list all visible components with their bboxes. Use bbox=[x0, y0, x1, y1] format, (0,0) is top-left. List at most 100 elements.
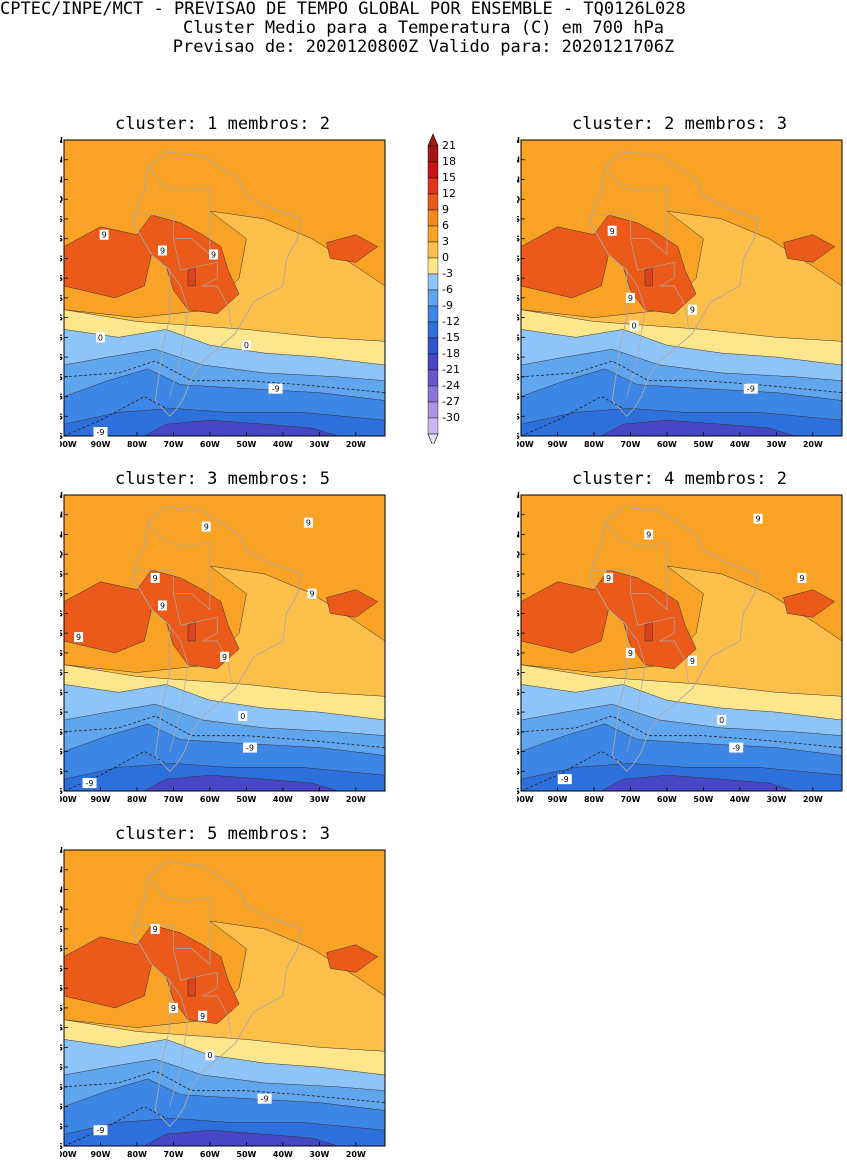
lat-label: 55S bbox=[517, 412, 520, 421]
colorbar-tick-label: 9 bbox=[442, 203, 449, 216]
country-border bbox=[165, 976, 189, 1107]
contour-label: 9 bbox=[797, 572, 807, 583]
country-border bbox=[133, 214, 218, 287]
lon-label: 20W bbox=[803, 440, 823, 449]
lat-label: 20S bbox=[517, 274, 520, 283]
contour-label-text: 9 bbox=[690, 306, 695, 315]
colorbar-swatch bbox=[427, 417, 439, 435]
colorbar-top-arrow bbox=[427, 133, 439, 147]
lat-label: 50S bbox=[517, 393, 520, 402]
lat-label: 50S bbox=[60, 1103, 63, 1112]
contour-label: 9 bbox=[625, 647, 635, 658]
lat-label: 10S bbox=[60, 590, 63, 599]
contour-label-box bbox=[797, 572, 807, 583]
contour-label-box bbox=[150, 572, 160, 583]
colorbar-swatch bbox=[427, 145, 439, 163]
lat-label: 5S bbox=[60, 570, 63, 579]
lat-label: 60S bbox=[517, 787, 520, 796]
contour-label-text: -9 bbox=[246, 744, 254, 753]
lat-label: 15S bbox=[60, 254, 63, 263]
lat-label: 45S bbox=[517, 728, 520, 737]
contour-label-box bbox=[241, 340, 251, 351]
colorbar-tick-label: 3 bbox=[442, 235, 449, 248]
lat-label: 20S bbox=[60, 274, 63, 283]
temperature-band bbox=[326, 589, 379, 618]
contour-label-text: -9 bbox=[272, 385, 280, 394]
temperature-band bbox=[63, 924, 240, 1024]
country-border bbox=[147, 522, 211, 611]
colorbar-tick-label: 18 bbox=[442, 155, 456, 168]
lat-label: 55S bbox=[60, 1122, 63, 1131]
coastline bbox=[132, 861, 302, 1127]
contour-label: -9 bbox=[243, 742, 258, 753]
panel-title: cluster: 2 membros: 3 bbox=[572, 114, 787, 134]
lat-label: 35S bbox=[517, 333, 520, 342]
lat-label: EQ bbox=[60, 905, 63, 914]
lon-label: 50W bbox=[236, 1150, 256, 1159]
lon-label: 30W bbox=[309, 1150, 329, 1159]
coastline bbox=[132, 506, 302, 772]
colorbar-tick-label: -30 bbox=[442, 411, 460, 424]
lat-label: 5N bbox=[517, 175, 520, 184]
lon-label: 50W bbox=[693, 795, 713, 804]
temperature-map: 15N 10N 5N EQ 5S 10S 15S 20S 25S 30S 35S 40S 45S 50S 5… bbox=[517, 136, 843, 449]
lat-label: EQ bbox=[60, 195, 63, 204]
contour-label-text: 9 bbox=[160, 247, 165, 256]
contour-label-box bbox=[629, 320, 639, 331]
coastline bbox=[589, 151, 759, 417]
contour-label-text: 9 bbox=[153, 925, 158, 934]
lon-label: 60W bbox=[200, 1150, 220, 1159]
lat-label: 10N bbox=[517, 156, 520, 165]
contour-label-box bbox=[220, 651, 229, 662]
lat-label: 10N bbox=[60, 156, 63, 165]
contour-label: 0 bbox=[629, 320, 639, 331]
contour-label: -9 bbox=[82, 778, 97, 789]
country-border bbox=[604, 522, 668, 611]
contour-label-box bbox=[729, 742, 744, 753]
contour-label: 9 bbox=[607, 225, 617, 236]
country-border bbox=[590, 214, 675, 287]
contour-label-text: 0 bbox=[98, 333, 103, 342]
map-panel-2: cluster: 2 membros: 3 15N 10N 5N EQ 5S 10S 15S… bbox=[517, 114, 847, 454]
colorbar-tick-label: -21 bbox=[442, 363, 460, 376]
lat-label: 15N bbox=[517, 136, 520, 145]
lon-label: 100W bbox=[517, 795, 534, 804]
lon-label: 50W bbox=[693, 440, 713, 449]
lon-label: 80W bbox=[584, 795, 604, 804]
lat-label: 15S bbox=[60, 609, 63, 618]
colorbar-tick-label: -9 bbox=[442, 299, 453, 312]
contour-label-box bbox=[625, 647, 635, 658]
country-border bbox=[659, 285, 690, 330]
colorbar-tick-label: -27 bbox=[442, 395, 460, 408]
contour-label: -9 bbox=[93, 1125, 108, 1136]
contour-label: -9 bbox=[729, 742, 744, 753]
contour-label-box bbox=[607, 225, 617, 236]
contour-label-box bbox=[303, 517, 313, 528]
temperature-map: 15N 10N 5N EQ 5S 10S 15S 20S 25S 30S 35S 40S 45S 50S 5… bbox=[517, 491, 843, 804]
colorbar-swatch bbox=[427, 177, 439, 195]
lat-label: 40S bbox=[60, 353, 63, 362]
lat-label: 45S bbox=[60, 1083, 63, 1092]
lon-label: 90W bbox=[90, 795, 110, 804]
contour-label: 9 bbox=[168, 1002, 178, 1013]
lat-label: 5N bbox=[60, 175, 63, 184]
contour-label: -9 bbox=[557, 774, 572, 785]
country-border bbox=[622, 266, 646, 397]
contour-label: 0 bbox=[95, 332, 105, 343]
country-border bbox=[604, 167, 668, 256]
lat-label: 30S bbox=[60, 314, 63, 323]
contour-label: 9 bbox=[753, 513, 763, 524]
temperature-band bbox=[783, 589, 836, 618]
colorbar-swatch bbox=[427, 353, 439, 371]
figure-header: CPTEC/INPE/MCT - PREVISAO DE TEMPO GLOBA… bbox=[0, 0, 847, 57]
map-panel-4: cluster: 4 membros: 2 15N 10N 5N EQ 5S 10S 15S… bbox=[517, 469, 847, 809]
contour-label-text: 0 bbox=[240, 712, 245, 721]
lon-label: 90W bbox=[90, 1150, 110, 1159]
contour-label: 9 bbox=[201, 521, 211, 532]
contour-label-box bbox=[209, 249, 219, 260]
contour-label-text: 9 bbox=[756, 515, 761, 524]
lat-label: 15N bbox=[517, 491, 520, 500]
lat-label: 10N bbox=[60, 511, 63, 520]
contour-label-box bbox=[644, 529, 654, 540]
lon-label: 30W bbox=[309, 440, 329, 449]
